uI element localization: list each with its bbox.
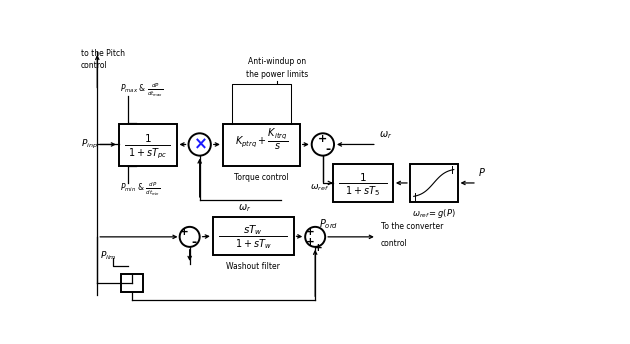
Text: Anti-windup on: Anti-windup on [248,57,306,66]
Text: $\omega_r$: $\omega_r$ [238,203,251,214]
Text: $1+sT_w$: $1+sT_w$ [235,238,272,251]
Text: Torque control: Torque control [234,173,289,182]
Bar [223,124,300,166]
Circle shape [188,133,211,155]
Text: +: + [306,227,314,237]
Text: +: + [180,227,188,237]
Text: -: - [326,143,331,157]
Text: $P_{lim}$: $P_{lim}$ [100,249,117,262]
Circle shape [312,133,334,155]
Text: to the Pitch: to the Pitch [81,49,125,58]
Text: $1$: $1$ [144,132,152,144]
Text: $P_{ord}$: $P_{ord}$ [319,218,338,232]
Bar [333,164,393,202]
Text: $\omega_{ref} = g(P)$: $\omega_{ref} = g(P)$ [412,207,455,220]
Text: control: control [81,62,108,71]
Text: $P_{max}$ & $\frac{dP}{dt_{max}}$: $P_{max}$ & $\frac{dP}{dt_{max}}$ [120,82,163,99]
Text: $\omega_r$: $\omega_r$ [379,130,392,141]
Bar [410,164,457,202]
Text: the power limits: the power limits [246,70,308,79]
Text: Washout filter: Washout filter [226,262,280,271]
Text: $1+sT_{pc}$: $1+sT_{pc}$ [128,147,168,161]
Text: +: + [314,244,323,254]
Circle shape [305,227,325,247]
Bar [121,274,143,292]
Text: -: - [192,236,197,249]
Circle shape [180,227,200,247]
Text: $P$: $P$ [478,166,486,178]
Text: $K_{ptrq}+\dfrac{K_{itrq}}{s}$: $K_{ptrq}+\dfrac{K_{itrq}}{s}$ [234,128,288,152]
Bar [213,217,294,255]
Text: $sT_w$: $sT_w$ [243,223,263,237]
Text: $P_{min}$ & $\frac{dP}{dt_{min}}$: $P_{min}$ & $\frac{dP}{dt_{min}}$ [120,180,161,197]
Text: To the converter: To the converter [381,222,443,231]
Text: $1+sT_5$: $1+sT_5$ [345,184,381,198]
Bar [119,124,176,166]
Text: +: + [318,134,328,144]
Text: $1$: $1$ [359,171,367,183]
Text: control: control [381,239,408,248]
Text: +: + [306,237,314,247]
Text: $\mathbf{\times}$: $\mathbf{\times}$ [193,136,207,153]
Text: $\omega_{ref}$: $\omega_{ref}$ [309,182,329,193]
Text: $P_{inp}$: $P_{inp}$ [81,138,98,151]
